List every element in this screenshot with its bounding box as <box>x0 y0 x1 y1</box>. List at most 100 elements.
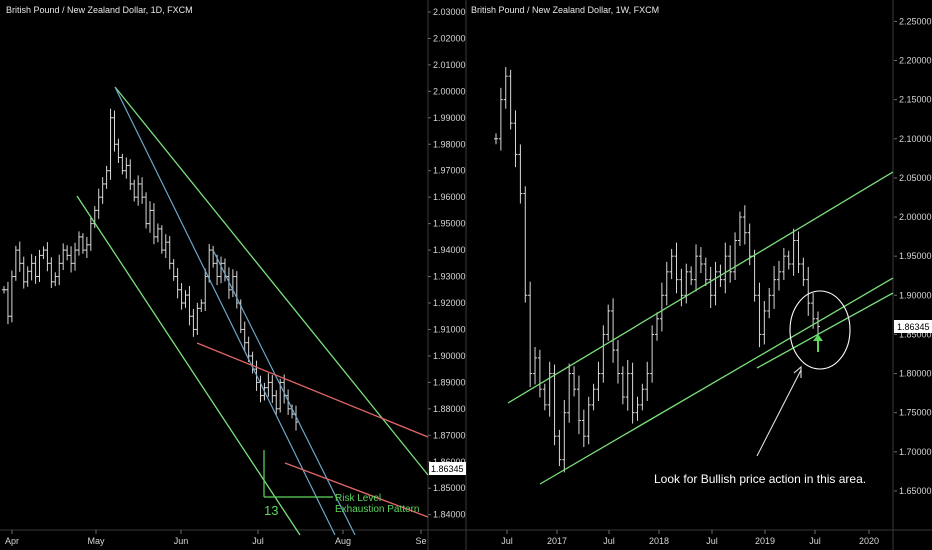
price-bar <box>528 281 533 388</box>
price-bar <box>140 177 145 204</box>
y-tick-label: 2.25000 <box>899 16 932 26</box>
y-tick-label: 1.85000 <box>899 329 932 339</box>
price-bar <box>767 288 772 319</box>
price-bar <box>21 256 26 289</box>
price-bar <box>13 245 18 281</box>
weekly-lower-channel[interactable] <box>539 277 894 485</box>
price-bar <box>679 268 684 307</box>
focus-area-circle[interactable] <box>789 290 851 370</box>
x-tick-label: Jul <box>706 536 718 546</box>
price-bar <box>611 298 616 363</box>
price-bar <box>266 373 271 397</box>
price-bar <box>29 254 34 281</box>
price-bar <box>175 268 180 299</box>
price-bar <box>151 203 156 245</box>
price-bar <box>116 138 121 163</box>
bullish-note-label: Look for Bullish price action in this ar… <box>654 472 866 486</box>
price-bar <box>547 361 552 417</box>
price-bar <box>148 201 152 233</box>
price-bar <box>211 245 216 268</box>
price-bar <box>713 261 718 306</box>
lower-red-line[interactable] <box>284 462 429 518</box>
price-bar <box>65 245 70 261</box>
left-x-axis[interactable]: Apr May Jun Jul Aug Se <box>5 530 427 546</box>
price-bar <box>684 263 689 304</box>
price-bar <box>791 228 796 276</box>
price-bar <box>5 281 10 325</box>
price-bar <box>183 290 188 308</box>
x-tick-label: 2017 <box>547 536 567 546</box>
right-x-axis[interactable]: Jul 2017 Jul 2018 Jul 2019 Jul 2020 <box>501 530 879 546</box>
price-bar <box>723 242 728 294</box>
price-bar <box>781 248 786 280</box>
price-bar <box>144 192 149 229</box>
price-bar <box>737 211 742 246</box>
price-bar <box>776 260 781 291</box>
left-y-axis[interactable]: 2.03000 2.02000 2.01000 2.00000 1.99000 1.980… <box>428 7 466 520</box>
price-bar <box>33 256 38 284</box>
price-bar <box>159 225 164 254</box>
price-bar <box>242 321 247 351</box>
price-bar <box>518 144 523 204</box>
price-bar <box>234 271 239 309</box>
price-bar <box>669 248 674 280</box>
y-tick-label: 1.92000 <box>433 298 466 308</box>
price-bar <box>567 363 572 423</box>
price-bar <box>635 396 640 421</box>
right-chart-title: British Pound / New Zealand Dollar, 1W, … <box>471 5 659 15</box>
price-bar <box>698 247 703 274</box>
price-bar <box>655 312 659 341</box>
price-bar <box>542 383 547 411</box>
y-tick-label: 1.70000 <box>899 447 932 457</box>
left-chart-title: British Pound / New Zealand Dollar, 1D, … <box>6 5 193 15</box>
upper-red-line[interactable] <box>196 342 429 438</box>
risk-level-label: Risk Level <box>335 493 381 504</box>
price-bar <box>274 390 279 415</box>
price-bar <box>615 340 620 384</box>
price-bar <box>533 347 538 385</box>
y-tick-label: 1.90000 <box>899 290 932 300</box>
price-bar <box>171 259 176 281</box>
right-last-price-tag: 1.86345 <box>894 320 932 333</box>
left-pane[interactable] <box>0 0 428 530</box>
price-bar <box>108 108 113 180</box>
price-bar <box>508 69 513 130</box>
y-tick-label: 1.84000 <box>433 510 466 520</box>
left-price-series <box>2 108 298 431</box>
weekly-upper-channel[interactable] <box>507 171 894 404</box>
upper-channel-line[interactable] <box>114 86 429 476</box>
right-y-axis[interactable]: 2.25000 2.20000 2.15000 2.10000 2.05000 2.000… <box>894 16 932 496</box>
steep-trendline-2[interactable] <box>212 249 356 536</box>
right-trendlines <box>507 171 894 485</box>
weekly-lower-parallel[interactable] <box>756 292 894 369</box>
y-tick-label: 1.97000 <box>433 166 466 176</box>
price-bar <box>132 179 137 202</box>
price-bar <box>112 110 117 152</box>
price-bar <box>246 336 251 363</box>
x-tick-label: Jun <box>174 536 189 546</box>
steep-trendline-1[interactable] <box>114 86 336 536</box>
x-tick-label: Apr <box>5 536 19 546</box>
price-bar <box>630 362 635 424</box>
right-pane[interactable] <box>467 0 893 530</box>
price-bar <box>664 261 669 306</box>
price-bar <box>645 361 650 402</box>
lower-channel-line[interactable] <box>76 195 301 536</box>
price-bar <box>84 236 89 259</box>
x-tick-label: 2020 <box>859 536 879 546</box>
price-bar <box>120 153 125 175</box>
price-bar <box>179 283 184 310</box>
y-tick-label: 1.99000 <box>433 113 466 123</box>
price-bar <box>69 246 74 273</box>
left-last-price-tag: 1.86345 <box>429 462 466 475</box>
price-bar <box>61 243 66 271</box>
price-bar <box>674 242 679 294</box>
price-bar <box>53 272 58 287</box>
x-tick-label: Jul <box>501 536 513 546</box>
price-bar <box>195 302 200 335</box>
x-tick-label: 2019 <box>755 536 775 546</box>
price-bar <box>49 257 54 288</box>
price-bar <box>199 299 204 312</box>
